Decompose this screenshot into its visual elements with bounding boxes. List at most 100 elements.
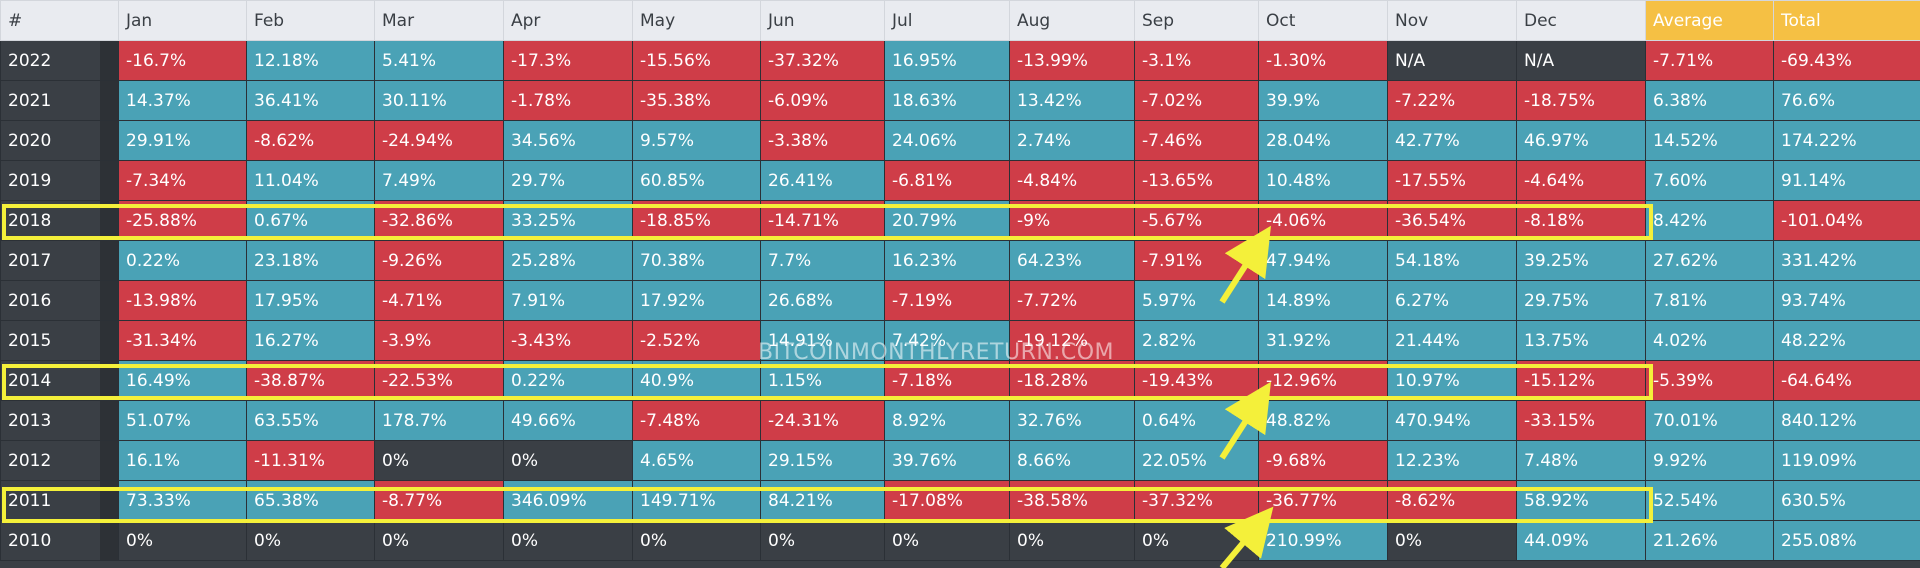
- return-cell: 0%: [1134, 520, 1259, 561]
- header-year: #: [0, 0, 119, 41]
- return-cell: -7.34%: [118, 160, 247, 201]
- return-cell: N/A: [1516, 40, 1646, 81]
- return-cell: 10.48%: [1258, 160, 1388, 201]
- return-cell: 0%: [884, 520, 1010, 561]
- return-cell: 630.5%: [1773, 480, 1920, 521]
- return-cell: 119.09%: [1773, 440, 1920, 481]
- return-cell: -4.71%: [374, 280, 504, 321]
- return-cell: 13.42%: [1009, 80, 1135, 121]
- return-cell: -38.58%: [1009, 480, 1135, 521]
- return-cell: 20.79%: [884, 200, 1010, 241]
- return-cell: -33.15%: [1516, 400, 1646, 441]
- return-cell: 22.05%: [1134, 440, 1259, 481]
- return-cell: -8.62%: [246, 120, 375, 161]
- return-cell: -8.18%: [1516, 200, 1646, 241]
- year-cell: 2013: [0, 400, 119, 441]
- return-cell: -15.56%: [632, 40, 761, 81]
- return-cell: 47.94%: [1258, 240, 1388, 281]
- return-cell: -15.12%: [1516, 360, 1646, 401]
- return-cell: -7.91%: [1134, 240, 1259, 281]
- return-cell: 48.82%: [1258, 400, 1388, 441]
- return-cell: -3.1%: [1134, 40, 1259, 81]
- return-cell: -19.12%: [1009, 320, 1135, 361]
- return-cell: 16.23%: [884, 240, 1010, 281]
- return-cell: 0%: [503, 440, 633, 481]
- return-cell: 42.77%: [1387, 120, 1517, 161]
- return-cell: -1.78%: [503, 80, 633, 121]
- return-cell: -7.02%: [1134, 80, 1259, 121]
- table-row: 2010 0% 0% 0% 0% 0% 0% 0% 0% 0% 210.99% 0% 44.09% 21.…: [0, 520, 1920, 561]
- header-apr: Apr: [503, 0, 633, 41]
- return-cell: 5.41%: [374, 40, 504, 81]
- year-cell: 2018: [0, 200, 119, 241]
- return-cell: -17.55%: [1387, 160, 1517, 201]
- header-jul: Jul: [884, 0, 1010, 41]
- return-cell: 8.92%: [884, 400, 1010, 441]
- return-cell: 10.97%: [1387, 360, 1517, 401]
- return-cell: -37.32%: [1134, 480, 1259, 521]
- return-cell: 7.60%: [1645, 160, 1774, 201]
- return-cell: 64.23%: [1009, 240, 1135, 281]
- return-cell: 29.75%: [1516, 280, 1646, 321]
- return-cell: 17.92%: [632, 280, 761, 321]
- return-cell: -6.09%: [760, 80, 885, 121]
- return-cell: 7.81%: [1645, 280, 1774, 321]
- return-cell: -36.54%: [1387, 200, 1517, 241]
- return-cell: 12.18%: [246, 40, 375, 81]
- return-cell: 0%: [374, 520, 504, 561]
- return-cell: -7.19%: [884, 280, 1010, 321]
- return-cell: -13.98%: [118, 280, 247, 321]
- return-cell: -9.68%: [1258, 440, 1388, 481]
- return-cell: 0%: [246, 520, 375, 561]
- return-cell: 16.1%: [118, 440, 247, 481]
- return-cell: 29.91%: [118, 120, 247, 161]
- return-cell: 21.44%: [1387, 320, 1517, 361]
- return-cell: 174.22%: [1773, 120, 1920, 161]
- return-cell: 93.74%: [1773, 280, 1920, 321]
- return-cell: -3.9%: [374, 320, 504, 361]
- return-cell: 29.7%: [503, 160, 633, 201]
- return-cell: 52.54%: [1645, 480, 1774, 521]
- return-cell: 23.18%: [246, 240, 375, 281]
- return-cell: -7.72%: [1009, 280, 1135, 321]
- return-cell: 76.6%: [1773, 80, 1920, 121]
- return-cell: -37.32%: [760, 40, 885, 81]
- return-cell: 48.22%: [1773, 320, 1920, 361]
- return-cell: -14.71%: [760, 200, 885, 241]
- return-cell: -2.52%: [632, 320, 761, 361]
- return-cell: 0%: [503, 520, 633, 561]
- table-row: 2011 73.33% 65.38% -8.77% 346.09% 149.71% 84.2…: [0, 480, 1920, 521]
- table-row: 2017 0.22% 23.18% -9.26% 25.28% 70.38% 7.7% 16.…: [0, 240, 1920, 281]
- return-cell: -6.81%: [884, 160, 1010, 201]
- return-cell: 54.18%: [1387, 240, 1517, 281]
- return-cell: 0.64%: [1134, 400, 1259, 441]
- return-cell: -36.77%: [1258, 480, 1388, 521]
- year-cell: 2015: [0, 320, 119, 361]
- return-cell: 0.67%: [246, 200, 375, 241]
- return-cell: 17.95%: [246, 280, 375, 321]
- table-row: 2015 -31.34% 16.27% -3.9% -3.43% -2.52% 14.91%…: [0, 320, 1920, 361]
- return-cell: -12.96%: [1258, 360, 1388, 401]
- table-row: 2012 16.1% -11.31% 0% 0% 4.65% 29.15% 39.76% 8.6…: [0, 440, 1920, 481]
- return-cell: -5.67%: [1134, 200, 1259, 241]
- return-cell: 331.42%: [1773, 240, 1920, 281]
- return-cell: -9.26%: [374, 240, 504, 281]
- return-cell: -9%: [1009, 200, 1135, 241]
- return-cell: 39.9%: [1258, 80, 1388, 121]
- table-row: 2014 16.49% -38.87% -22.53% 0.22% 40.9% 1.15% -…: [0, 360, 1920, 401]
- return-cell: -35.38%: [632, 80, 761, 121]
- return-cell: -22.53%: [374, 360, 504, 401]
- year-cell: 2010: [0, 520, 119, 561]
- header-dec: Dec: [1516, 0, 1646, 41]
- return-cell: 0.22%: [118, 240, 247, 281]
- return-cell: 70.01%: [1645, 400, 1774, 441]
- return-cell: 149.71%: [632, 480, 761, 521]
- return-cell: 46.97%: [1516, 120, 1646, 161]
- return-cell: 16.95%: [884, 40, 1010, 81]
- return-cell: 44.09%: [1516, 520, 1646, 561]
- return-cell: -17.08%: [884, 480, 1010, 521]
- return-cell: -18.75%: [1516, 80, 1646, 121]
- return-cell: 0%: [1387, 520, 1517, 561]
- return-cell: 58.92%: [1516, 480, 1646, 521]
- return-cell: -7.71%: [1645, 40, 1774, 81]
